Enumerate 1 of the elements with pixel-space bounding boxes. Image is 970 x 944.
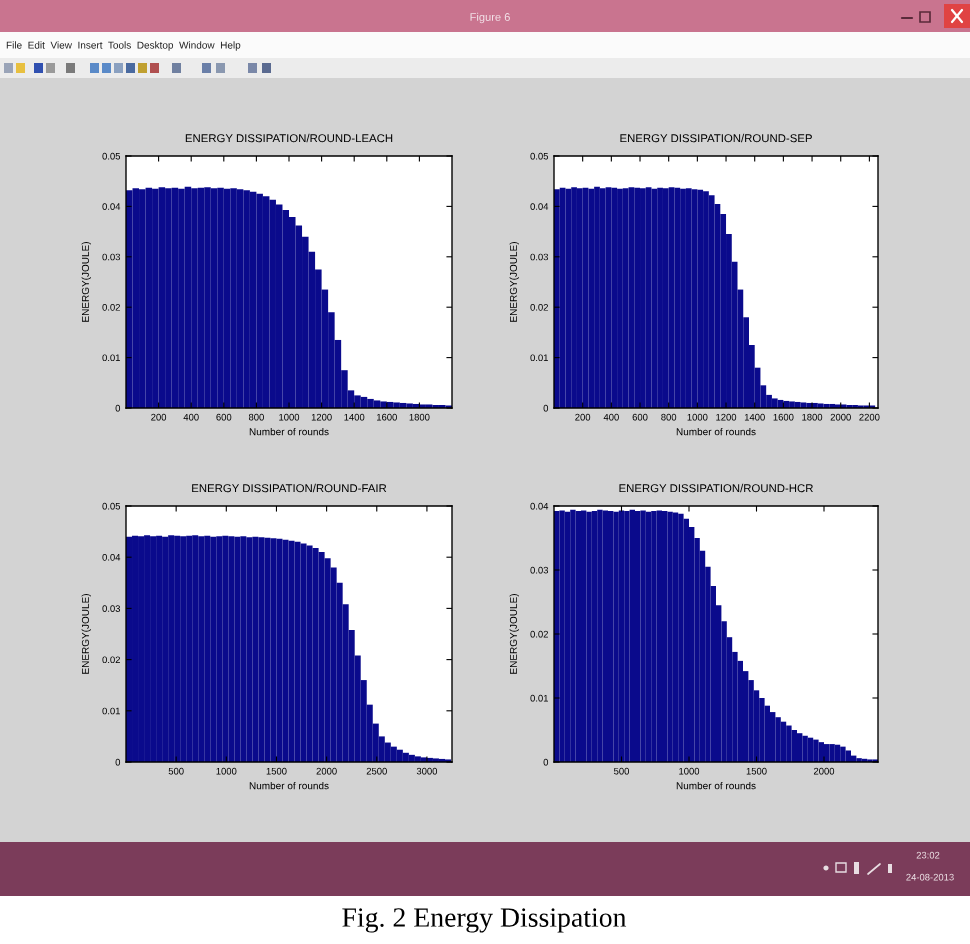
caption: Fig. 2 Energy Dissipation xyxy=(342,908,627,933)
